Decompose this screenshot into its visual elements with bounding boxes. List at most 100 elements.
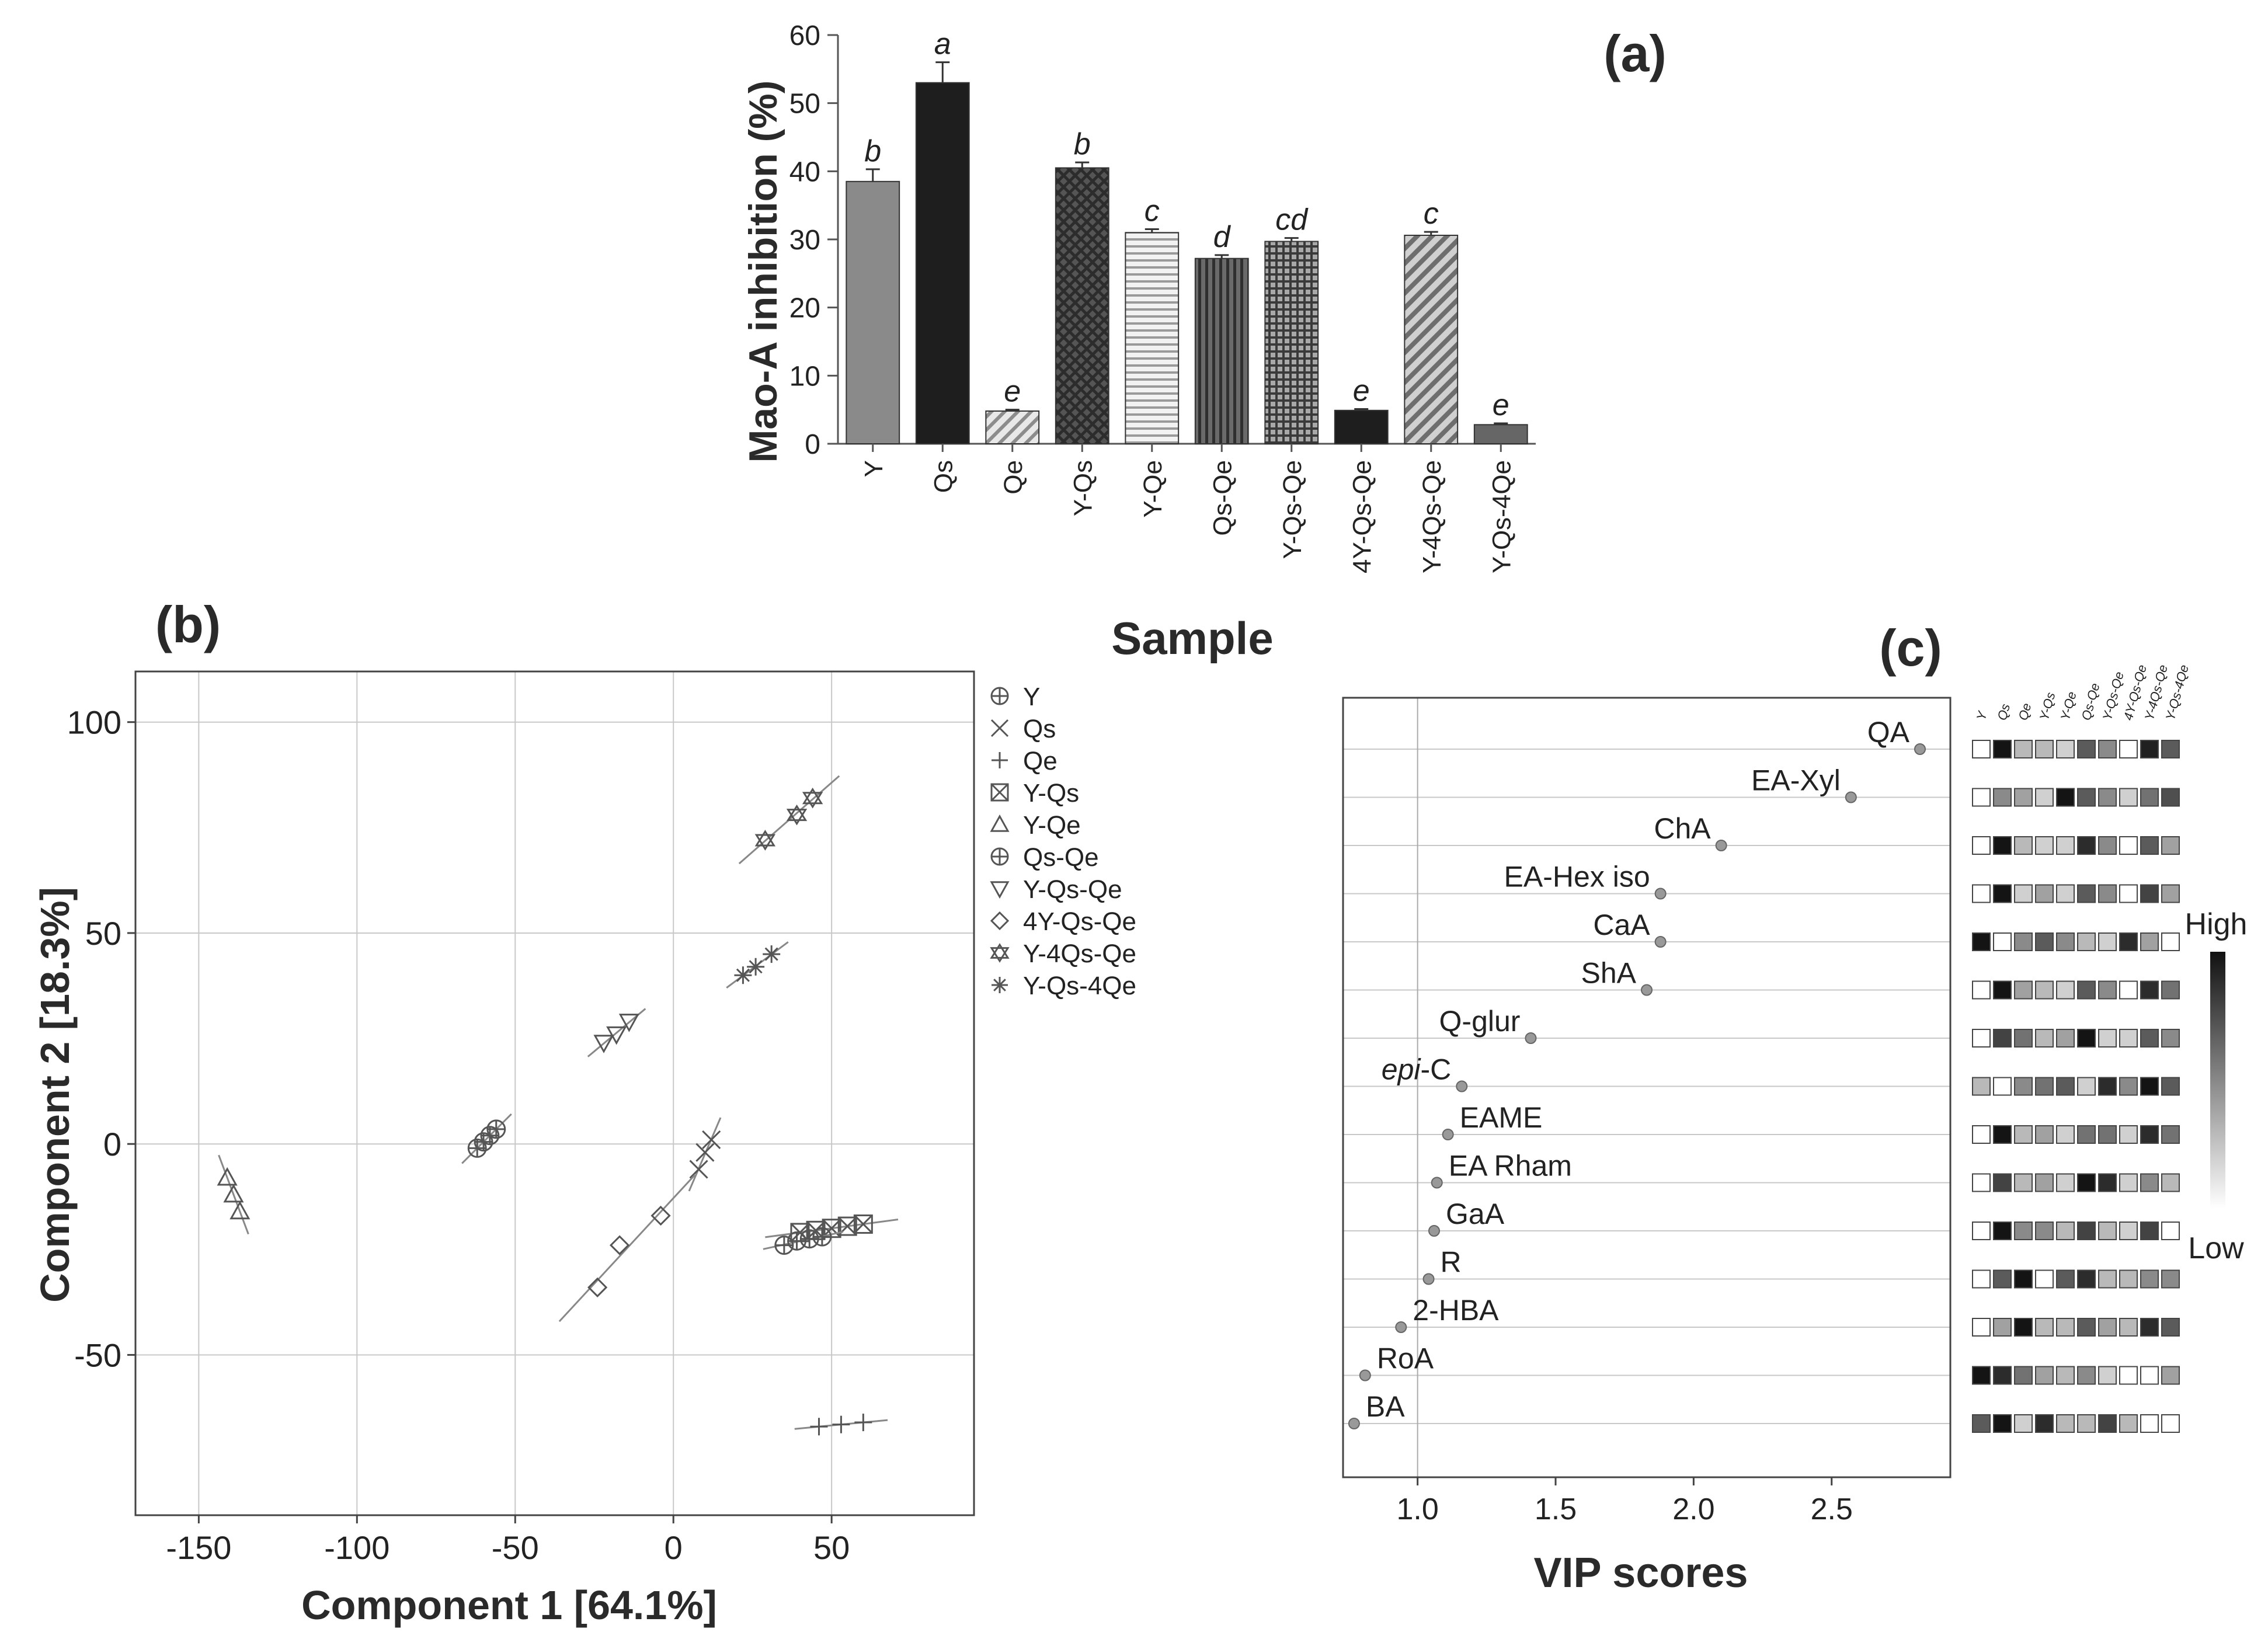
marker-x bbox=[990, 719, 1009, 737]
marker-star-of-david bbox=[786, 804, 808, 826]
heatmap-cell bbox=[2119, 740, 2138, 758]
marker-circle-plus bbox=[990, 687, 1009, 705]
heatmap-cell bbox=[2140, 740, 2159, 758]
a-y-tick-label: 50 bbox=[789, 89, 820, 120]
marker-square-x bbox=[853, 1214, 873, 1234]
heatmap-cell bbox=[2098, 1125, 2117, 1144]
confidence-line bbox=[688, 1117, 722, 1192]
marker-part bbox=[990, 783, 1009, 802]
marker-part bbox=[689, 1160, 708, 1179]
heatmap-cell bbox=[2035, 788, 2054, 807]
marker-diamond bbox=[609, 1235, 630, 1255]
vip-point bbox=[1525, 1032, 1537, 1044]
vip-label: QA bbox=[1867, 716, 1910, 749]
marker-triangle-up bbox=[217, 1167, 238, 1186]
heatmap-cell bbox=[2056, 1077, 2075, 1096]
legend-label: Y-Qs bbox=[1023, 779, 1079, 808]
heatmap-cell bbox=[2014, 1366, 2033, 1385]
confidence-line bbox=[218, 1154, 249, 1235]
bar bbox=[985, 410, 1040, 444]
heatmap-cell bbox=[2098, 1029, 2117, 1048]
marker-part bbox=[854, 1215, 873, 1234]
heatmap-cell bbox=[1972, 788, 1991, 807]
a-x-tick-label: Y-Qe bbox=[1139, 460, 1167, 518]
marker-part bbox=[990, 911, 1010, 931]
vip-label: 2-HBA bbox=[1413, 1294, 1499, 1327]
vip-point bbox=[1422, 1273, 1435, 1285]
b-y-tick-label: 100 bbox=[67, 704, 121, 741]
heatmap-cell bbox=[1972, 932, 1991, 951]
marker-part bbox=[754, 834, 776, 851]
marker-part bbox=[822, 1219, 841, 1238]
panel-c-label: (c) bbox=[1879, 619, 1942, 677]
marker-diamond bbox=[651, 1205, 671, 1226]
heatmap-cell bbox=[1993, 1173, 2012, 1192]
significance-letter: c bbox=[1145, 194, 1160, 228]
heatmap-cell bbox=[1972, 1414, 1991, 1433]
heatmap-cell bbox=[2077, 980, 2096, 1000]
heatmap-cell bbox=[2077, 1318, 2096, 1337]
heatmap-cell bbox=[2035, 836, 2054, 855]
heatmap-cell bbox=[1993, 980, 2012, 1000]
marker-part bbox=[993, 979, 1006, 991]
heatmap-cell bbox=[2077, 1173, 2096, 1192]
legend-label: Y-Qe bbox=[1023, 811, 1081, 840]
heatmap-cell bbox=[2098, 1222, 2117, 1240]
heatmap-cell bbox=[2119, 1414, 2138, 1433]
heatmap-cell bbox=[2161, 1366, 2180, 1385]
marker-part bbox=[802, 792, 823, 809]
vip-label-italic: epi bbox=[1382, 1053, 1422, 1086]
heatmap-cell bbox=[2098, 1366, 2117, 1385]
marker-part bbox=[618, 1014, 639, 1032]
marker-part bbox=[702, 1130, 721, 1150]
panel-b-score-plot: -150 -100 -50 0 50 -50 0 50 100 Y Qs Qe Y-Qs Y-Qe Qs-Q… bbox=[67, 670, 1136, 1566]
heatmap-cell bbox=[1972, 1125, 1991, 1144]
panel-a-bar-chart: 0 10 20 30 40 50 60 b Ya Qs e Qe b Y-Qs c Y-Qe d Qs-Qe cd Y… bbox=[789, 20, 1536, 573]
heatmap-cell bbox=[2077, 1269, 2096, 1289]
heatmap-cell bbox=[2077, 1222, 2096, 1240]
vip-label: Q-glur bbox=[1439, 1005, 1521, 1038]
heatmap-cell bbox=[2161, 1269, 2180, 1289]
heatmap-cell bbox=[2161, 836, 2180, 855]
bar bbox=[1334, 409, 1389, 444]
bar bbox=[1055, 167, 1109, 444]
heatmap-cell bbox=[2035, 1366, 2054, 1385]
heatmap-cell bbox=[1993, 1029, 2012, 1048]
c-x-axis-title: VIP scores bbox=[1534, 1550, 1748, 1596]
heatmap-cell bbox=[2098, 932, 2117, 951]
legend-label: Y-4Qs-Qe bbox=[1023, 939, 1136, 968]
marker-asterisk bbox=[734, 966, 752, 984]
heatmap-column-label: Y-Qs bbox=[2037, 691, 2058, 722]
heatmap-cell bbox=[1972, 1366, 1991, 1385]
marker-part bbox=[736, 968, 750, 982]
heatmap-cell bbox=[2119, 980, 2138, 1000]
vip-label: EA Rham bbox=[1449, 1150, 1572, 1182]
heatmap-high-label: High bbox=[2185, 907, 2248, 941]
heatmap-cell bbox=[2014, 1125, 2033, 1144]
marker-part bbox=[229, 1200, 251, 1220]
heatmap-cell bbox=[2119, 1125, 2138, 1144]
heatmap-cell bbox=[2056, 740, 2075, 758]
vip-label: GaA bbox=[1446, 1198, 1505, 1230]
b-x-tick-label: -100 bbox=[324, 1529, 389, 1566]
heatmap-cell bbox=[2035, 1125, 2054, 1144]
b-x-tick-label: 0 bbox=[665, 1529, 683, 1566]
vip-point bbox=[1431, 1177, 1443, 1189]
vip-label: R bbox=[1441, 1246, 1462, 1279]
a-y-axis-title: Mao-A inhibition (%) bbox=[741, 81, 785, 463]
heatmap-cell bbox=[2014, 1173, 2033, 1192]
heatmap-cell bbox=[2056, 1318, 2075, 1337]
marker-circle-cross bbox=[787, 1231, 807, 1251]
heatmap-cell bbox=[2140, 1125, 2159, 1144]
vip-point bbox=[1442, 1129, 1454, 1140]
marker-star-of-david bbox=[990, 943, 1010, 963]
vip-point bbox=[1641, 984, 1653, 996]
marker-part bbox=[651, 1205, 671, 1226]
a-x-tick-label: Y-Qs-Qe bbox=[1278, 460, 1307, 559]
b-y-axis-title: Component 2 [18.3%] bbox=[32, 887, 78, 1303]
heatmap-cell bbox=[2098, 1318, 2117, 1337]
heatmap-cell bbox=[2077, 788, 2096, 807]
marker-part bbox=[749, 960, 763, 974]
